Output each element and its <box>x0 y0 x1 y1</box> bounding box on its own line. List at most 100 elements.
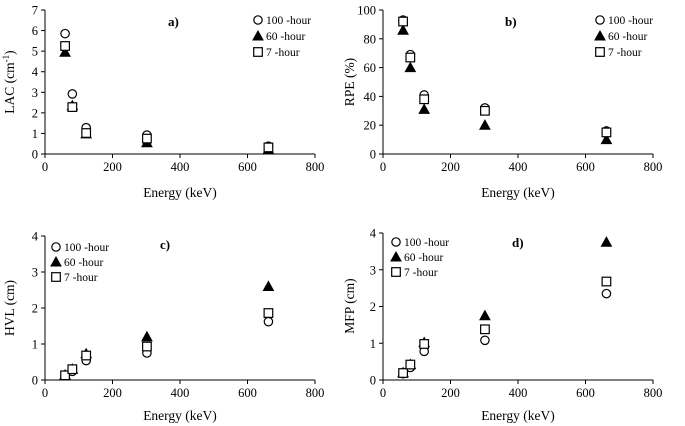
y-tick-label: 0 <box>370 148 376 162</box>
panel-label: b) <box>505 14 517 29</box>
data-point-triangle <box>59 46 71 57</box>
x-tick-label: 600 <box>576 386 595 400</box>
data-point-square <box>601 276 612 287</box>
data-point-square <box>405 359 416 370</box>
chart-panel-4: 0 200 400 600 800 0 1 2 3 4 Energy (keV) MFP (cm) d)… <box>342 227 662 424</box>
x-tick-label: 800 <box>644 160 663 174</box>
y-tick-label: 2 <box>370 300 376 314</box>
legend-circle-icon <box>595 15 605 25</box>
y-tick-label: 2 <box>32 302 38 316</box>
legend-label: 60 -hour <box>64 257 103 269</box>
legend-triangle-icon <box>252 29 264 41</box>
data-point-square <box>263 142 274 153</box>
data-point-square <box>67 102 78 112</box>
data-point-square <box>601 127 612 138</box>
legend-circle-icon <box>391 237 401 247</box>
x-tick-label: 400 <box>509 386 528 400</box>
y-tick-label: 0 <box>32 374 38 388</box>
legend-triangle-icon <box>390 250 402 262</box>
x-tick-label: 400 <box>171 386 190 400</box>
y-tick-label: 40 <box>364 90 377 104</box>
data-point-square <box>81 350 92 361</box>
legend-label: 100 -hour <box>608 15 653 27</box>
legend-circle-icon <box>253 15 263 25</box>
legend-label: 7 -hour <box>64 272 98 284</box>
legend-label: 60 -hour <box>404 252 443 264</box>
y-tick-label: 1 <box>32 338 38 352</box>
y-tick-label: 60 <box>364 61 377 75</box>
x-tick-label: 600 <box>238 386 257 400</box>
y-tick-label: 1 <box>32 127 38 141</box>
legend-label: 100 -hour <box>266 15 311 27</box>
data-point-triangle <box>418 103 431 114</box>
legend-triangle-icon <box>50 255 62 267</box>
data-point-square <box>263 308 274 318</box>
chart-panel-3: 0 200 400 600 800 0 1 2 3 4 Energy (keV) HVL (cm) c)… <box>2 230 324 424</box>
y-tick-label: 4 <box>370 227 377 241</box>
x-axis-label: Energy (keV) <box>143 408 217 423</box>
x-tick-label: 200 <box>441 160 460 174</box>
x-tick-label: 0 <box>380 160 386 174</box>
data-point-circle <box>263 316 274 327</box>
data-point-triangle <box>141 330 153 342</box>
data-point-triangle <box>600 133 613 145</box>
y-axis-label: HVL (cm) <box>2 280 17 336</box>
data-point-square <box>60 370 70 381</box>
y-tick-label: 4 <box>32 65 39 79</box>
y-tick-label: 6 <box>32 24 38 38</box>
x-tick-label: 200 <box>441 386 460 400</box>
data-point-circle <box>60 28 70 39</box>
data-point-square <box>480 105 490 116</box>
x-tick-label: 400 <box>509 160 528 174</box>
y-tick-label: 5 <box>32 45 38 59</box>
data-point-square <box>81 128 92 138</box>
data-point-triangle <box>479 119 491 130</box>
data-point-triangle <box>262 280 275 291</box>
x-tick-label: 0 <box>42 386 48 400</box>
data-point-triangle <box>397 24 409 35</box>
legend-label: 100 -hour <box>404 237 449 249</box>
y-tick-label: 7 <box>32 4 38 18</box>
legend-square-icon <box>595 47 605 57</box>
x-axis-label: Energy (keV) <box>481 185 555 200</box>
data-point-circle <box>67 89 78 99</box>
legend-circle-icon <box>51 242 61 252</box>
data-point-circle <box>601 288 612 299</box>
data-point-circle <box>480 335 490 346</box>
x-tick-label: 800 <box>306 386 325 400</box>
data-point-square <box>67 364 78 375</box>
y-tick-label: 4 <box>32 230 39 244</box>
y-tick-label: 100 <box>357 4 376 18</box>
legend-label: 7 -hour <box>608 47 642 59</box>
panel-label: c) <box>160 237 170 252</box>
data-point-square <box>419 339 430 349</box>
data-point-square <box>480 324 490 335</box>
x-tick-label: 800 <box>306 160 325 174</box>
legend-square-icon <box>391 267 401 277</box>
x-tick-label: 0 <box>42 160 48 174</box>
y-axis-label: LAC (cm-1) <box>1 50 17 113</box>
y-tick-label: 1 <box>370 337 376 351</box>
y-tick-label: 3 <box>32 266 38 280</box>
legend-label: 60 -hour <box>266 31 305 43</box>
data-point-square <box>419 94 430 105</box>
x-tick-label: 200 <box>103 386 122 400</box>
legend-label: 7 -hour <box>266 47 300 59</box>
chart-panel-2: 0 200 400 600 800 0 20 40 60 80 100 Energy (keV) RPE… <box>342 4 662 201</box>
y-tick-label: 2 <box>32 106 38 120</box>
legend-square-icon <box>253 47 263 57</box>
legend-label: 100 -hour <box>64 242 109 254</box>
y-tick-label: 3 <box>370 263 376 277</box>
data-point-square <box>398 16 408 27</box>
y-axis-label: MFP (cm) <box>342 278 357 333</box>
y-tick-label: 3 <box>32 86 38 100</box>
data-point-square <box>60 41 70 51</box>
y-tick-label: 0 <box>370 374 376 388</box>
data-point-square <box>142 341 152 352</box>
y-tick-label: 20 <box>364 119 377 133</box>
x-tick-label: 600 <box>238 160 257 174</box>
panel-label: a) <box>168 14 179 29</box>
x-axis-label: Energy (keV) <box>481 408 555 423</box>
data-point-triangle <box>404 61 417 73</box>
